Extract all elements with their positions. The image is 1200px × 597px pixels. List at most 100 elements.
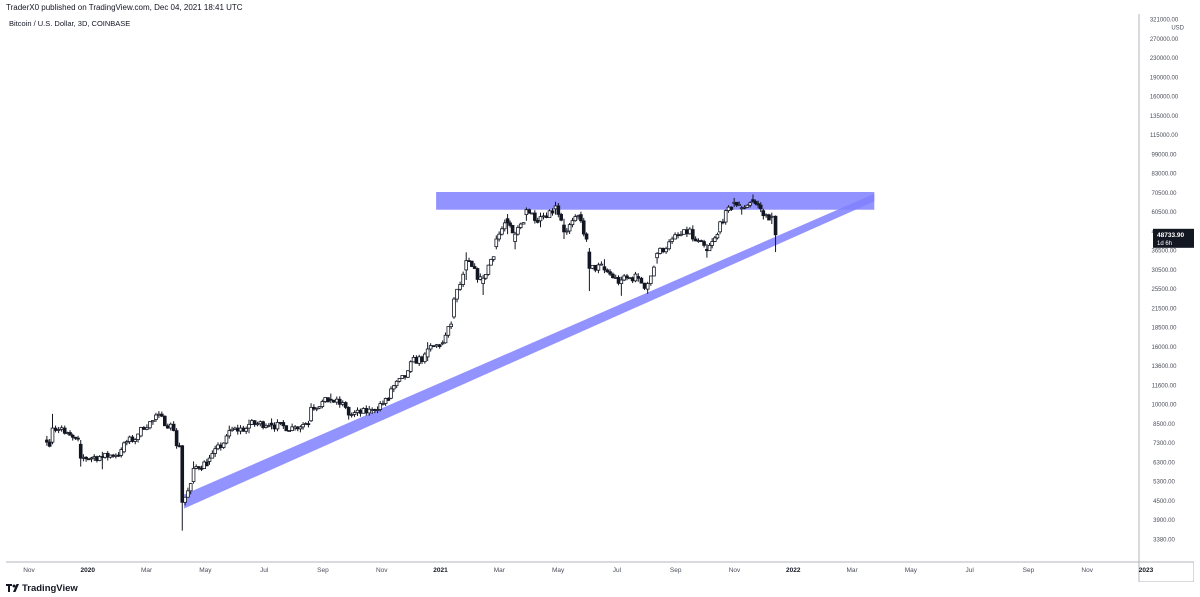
candle [309, 403, 313, 422]
candle [751, 194, 755, 204]
candle [355, 407, 360, 417]
time-axis[interactable]: Nov 2020 Mar May Jul Sep Nov 2021 Mar May Jul Sep No… [6, 561, 1194, 582]
candle [478, 273, 483, 281]
candle [664, 246, 668, 254]
candle [165, 423, 170, 429]
candle [590, 264, 595, 270]
price-tick-label: 16000.00 [1151, 345, 1177, 351]
candle [658, 247, 662, 255]
price-tick-label: 30500.00 [1151, 268, 1177, 274]
publish-info: TraderX0 published on TradingView.com, D… [6, 3, 243, 12]
candle [171, 421, 176, 432]
candle [676, 232, 680, 239]
candle [693, 236, 698, 242]
candle [667, 239, 671, 251]
candle [734, 201, 739, 208]
price-tick-label: 99000.00 [1151, 152, 1177, 158]
price-chart[interactable]: 321000.00 USD 270000.00 230000.00 190000.00 1… [6, 14, 1194, 582]
candle [252, 420, 257, 427]
time-tick-label: 2023 [1139, 567, 1154, 574]
candle [721, 218, 725, 225]
candle [761, 208, 766, 220]
candle [773, 215, 778, 253]
candle [573, 214, 578, 222]
candlestick-series [45, 194, 778, 531]
candle [133, 438, 138, 445]
candle [673, 232, 677, 240]
candle [446, 326, 451, 338]
candle [278, 422, 283, 426]
candle [636, 273, 641, 282]
candle [358, 408, 363, 417]
candle [649, 275, 653, 286]
time-tick-label: Sep [317, 567, 329, 574]
candle [645, 281, 650, 294]
candle [406, 370, 410, 378]
price-tick-label: 7300.00 [1153, 441, 1175, 447]
candle [489, 258, 493, 266]
candle [440, 340, 445, 346]
bar-countdown: 1d 6h [1157, 241, 1172, 247]
candle [70, 433, 75, 441]
candle [183, 496, 187, 506]
candle [136, 433, 140, 443]
footer-brand: TradingView [22, 582, 78, 594]
price-axis[interactable]: 321000.00 USD 270000.00 230000.00 190000.00 1… [1138, 14, 1185, 562]
candle [437, 343, 442, 349]
time-tick-label: Nov [23, 567, 35, 574]
candle [389, 386, 393, 400]
candle [145, 424, 149, 431]
candle [323, 397, 327, 403]
candle [312, 404, 316, 411]
time-tick-label: Mar [846, 567, 858, 574]
candle [535, 217, 540, 224]
candle [688, 227, 692, 235]
candle [62, 425, 67, 435]
candle [556, 203, 561, 218]
candle [715, 232, 720, 240]
time-tick-label: Mar [494, 567, 506, 574]
candle [298, 425, 303, 433]
price-tick-label: 4500.00 [1153, 499, 1175, 505]
candle [219, 442, 223, 451]
resistance-zone [436, 192, 875, 210]
time-tick-label: May [905, 567, 918, 574]
candle [562, 218, 566, 240]
candle [550, 208, 555, 216]
candle [581, 217, 586, 237]
candle [188, 482, 193, 495]
candle [213, 445, 217, 457]
candle [628, 277, 632, 280]
candle [238, 425, 243, 435]
candle [162, 415, 167, 427]
price-tick-label: 13600.00 [1151, 364, 1177, 370]
price-tick-label: 270000.00 [1150, 37, 1179, 43]
candle [661, 247, 665, 254]
candle [180, 445, 185, 531]
candle [261, 420, 265, 430]
candle [45, 435, 49, 446]
candle [177, 442, 182, 448]
candle [455, 288, 459, 303]
price-tick-label: 6300.00 [1153, 460, 1175, 466]
candle [764, 213, 768, 218]
candle [464, 252, 469, 281]
candle [544, 212, 549, 219]
candle [284, 425, 289, 432]
candle [414, 355, 419, 364]
candle [533, 210, 537, 224]
candle [281, 419, 286, 429]
candle [397, 377, 402, 383]
time-tick-label: 2021 [433, 567, 448, 574]
time-tick-label: Nov [1081, 567, 1093, 574]
candle [119, 447, 124, 458]
candle [68, 430, 72, 436]
time-tick-label: Nov [729, 567, 741, 574]
candle [386, 397, 391, 402]
footer[interactable]: TradingView [6, 581, 78, 595]
candle [576, 214, 580, 220]
time-tick-label: Sep [1023, 567, 1035, 574]
candle [255, 421, 260, 427]
price-tick-label: 25500.00 [1151, 287, 1177, 293]
candle [130, 435, 135, 443]
